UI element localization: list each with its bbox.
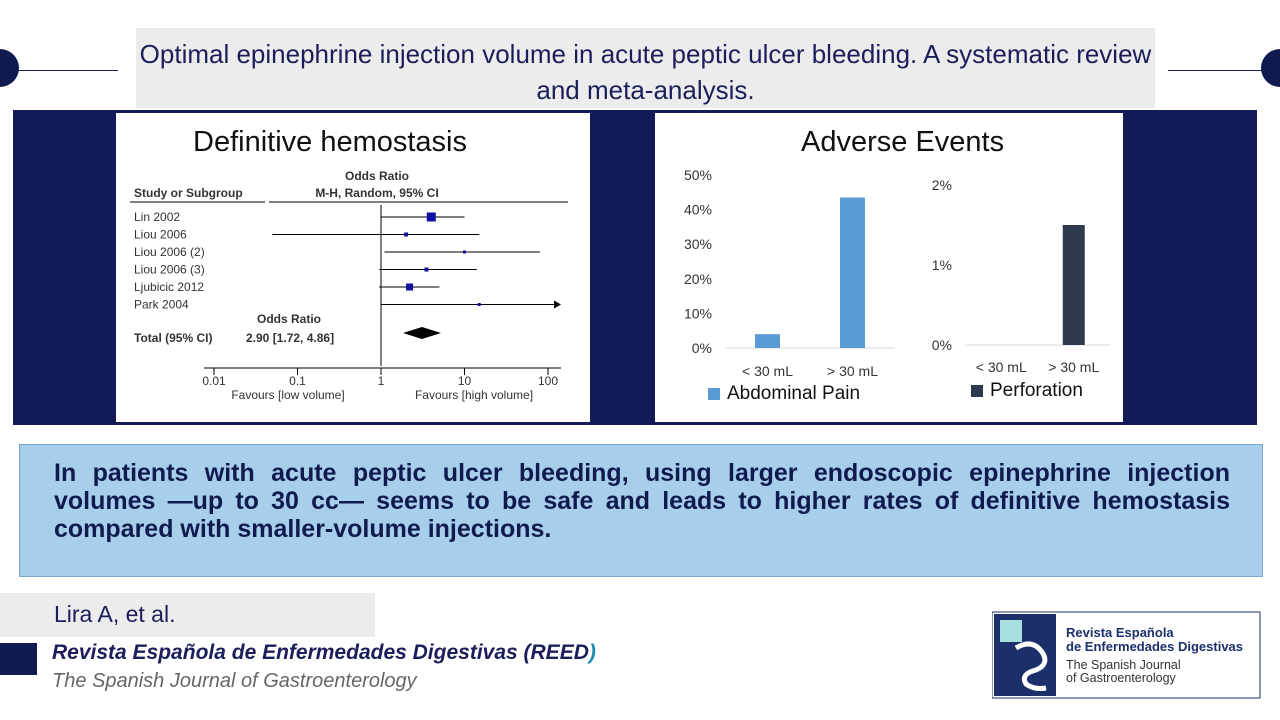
forest-axis-tick-label: 0.1 — [289, 374, 306, 388]
forest-favours-right: Favours [high volume] — [415, 388, 533, 402]
adverse-y-tick-label: 1% — [932, 257, 952, 273]
logo-line2: de Enfermedades Digestivas — [1066, 639, 1244, 654]
adverse-category-label: > 30 mL — [1048, 359, 1099, 375]
adverse-y-tick-label: 2% — [932, 177, 952, 193]
adverse-bar — [1062, 225, 1085, 345]
adverse-category-label: > 30 mL — [827, 363, 878, 379]
author-label: Lira A, et al. — [0, 593, 375, 637]
adverse-bar — [755, 334, 780, 348]
forest-point-estimate — [477, 303, 481, 306]
journal-marker — [0, 643, 37, 675]
adverse-category-label: < 30 mL — [976, 359, 1027, 375]
logo-line4: of Gastroenterology — [1066, 671, 1176, 685]
logo-line3: The Spanish Journal — [1066, 658, 1181, 672]
forest-study-label: Park 2004 — [134, 298, 189, 312]
journal-name: Revista Española de Enfermedades Digesti… — [52, 641, 596, 665]
forest-column-study: Study or Subgroup — [134, 186, 243, 200]
page-title: Optimal epinephrine injection volume in … — [136, 28, 1155, 108]
adverse-events-title: Adverse Events — [801, 126, 1005, 158]
adverse-legend-label: Perforation — [990, 380, 1083, 401]
journal-subtitle: The Spanish Journal of Gastroenterology — [52, 670, 417, 692]
forest-axis-tick-label: 10 — [458, 374, 472, 388]
adverse-y-tick-label: 40% — [684, 202, 712, 218]
forest-study-label: Liou 2006 — [134, 228, 187, 242]
journal-logo — [992, 611, 1261, 699]
decorative-line-right — [1168, 70, 1263, 71]
adverse-y-tick-label: 50% — [684, 167, 712, 183]
logo-subtitle: The Spanish Journal of Gastroenterology — [1066, 659, 1181, 685]
adverse-y-tick-label: 10% — [684, 305, 712, 321]
forest-point-estimate — [426, 212, 436, 222]
adverse-category-label: < 30 mL — [742, 363, 793, 379]
forest-plot-title: Definitive hemostasis — [193, 126, 467, 158]
forest-total-label: Total (95% CI) — [134, 331, 212, 345]
decorative-dot-right — [1261, 49, 1280, 87]
forest-header-measure: Odds Ratio — [345, 169, 409, 183]
forest-total-diamond — [403, 327, 441, 339]
forest-plot-svg: Odds Ratio M-H, Random, 95% CI Study or … — [130, 169, 568, 402]
adverse-events-svg: 50% 40% 30% 20% 10% 0% < 30 mL > 30 mL Abdominal… — [684, 167, 1110, 404]
adverse-bar — [840, 197, 865, 348]
journal-name-text: Revista Española de Enfermedades Digesti… — [52, 641, 589, 664]
forest-study-label: Ljubicic 2012 — [134, 280, 204, 294]
forest-point-estimate — [463, 250, 466, 254]
adverse-y-tick-label: 30% — [684, 236, 712, 252]
adverse-legend-swatch — [708, 388, 720, 400]
conclusion-box: In patients with acute peptic ulcer blee… — [19, 444, 1263, 577]
forest-study-label: Lin 2002 — [134, 210, 180, 224]
decorative-dot-left — [0, 49, 19, 87]
adverse-y-tick-label: 0% — [932, 337, 952, 353]
forest-ci-arrow — [554, 300, 561, 309]
forest-plot-panel: Definitive hemostasis Odds Ratio M-H, Ra… — [116, 113, 590, 422]
adverse-legend-swatch — [971, 385, 983, 397]
forest-point-estimate — [424, 267, 429, 272]
decorative-line-left — [18, 70, 118, 71]
forest-header-method: M-H, Random, 95% CI — [315, 186, 438, 200]
adverse-legend-label: Abdominal Pain — [727, 383, 860, 404]
forest-point-estimate — [406, 283, 414, 291]
adverse-y-tick-label: 0% — [692, 340, 712, 356]
forest-axis-tick-label: 1 — [378, 374, 385, 388]
forest-axis-tick-label: 0.01 — [202, 374, 226, 388]
journal-name-close: ) — [588, 641, 596, 664]
forest-study-label: Liou 2006 (3) — [134, 263, 205, 277]
adverse-events-panel: Adverse Events 50% 40% 30% 20% 10% 0% < 30 mL >… — [655, 113, 1123, 422]
logo-line1: Revista Española — [1066, 625, 1174, 640]
forest-axis-tick-label: 100 — [538, 374, 558, 388]
forest-total-header: Odds Ratio — [257, 312, 321, 326]
adverse-y-tick-label: 20% — [684, 271, 712, 287]
logo-title: Revista Española de Enfermedades Digestiv… — [1066, 626, 1243, 654]
forest-study-label: Liou 2006 (2) — [134, 245, 205, 259]
forest-favours-left: Favours [low volume] — [231, 388, 344, 402]
forest-point-estimate — [404, 232, 409, 237]
forest-total-value: 2.90 [1.72, 4.86] — [246, 331, 334, 345]
